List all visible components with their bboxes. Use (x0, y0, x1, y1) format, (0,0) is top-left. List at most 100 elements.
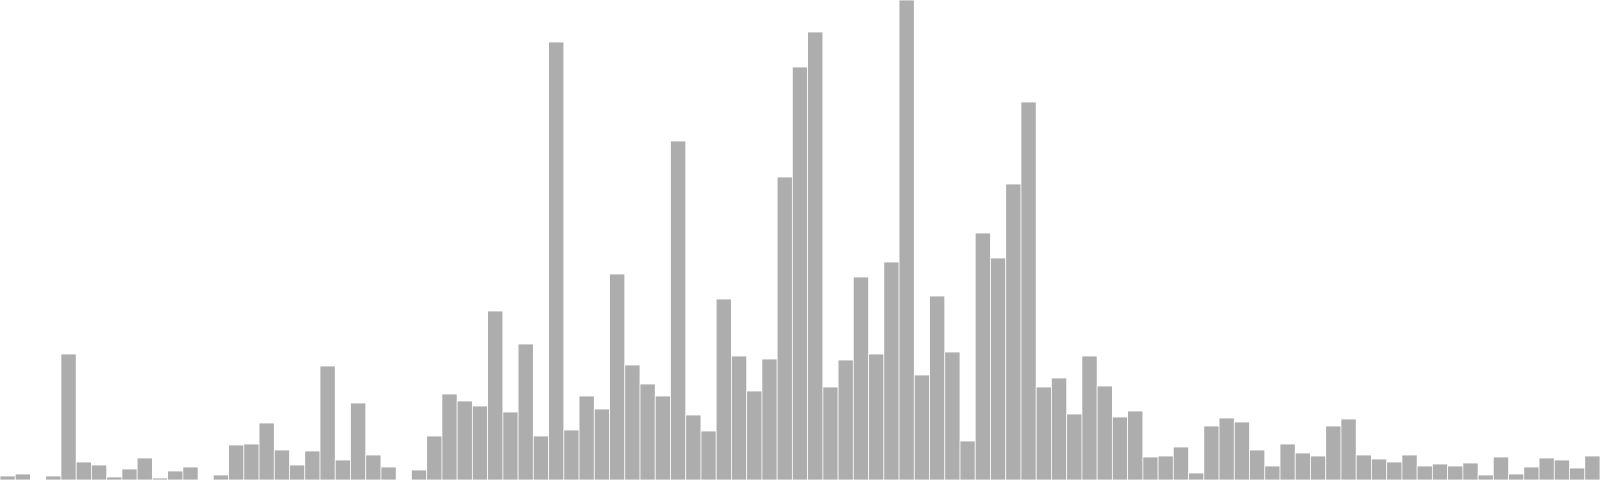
bar (1492, 456, 1509, 480)
bar (898, 0, 915, 480)
bar (868, 353, 885, 480)
bar (776, 176, 793, 480)
bar (1218, 417, 1235, 480)
bar (1340, 418, 1357, 480)
bar (563, 429, 580, 480)
bar (456, 400, 473, 480)
bar (380, 466, 397, 480)
bar (0, 475, 16, 480)
bar (273, 449, 290, 480)
bar (1127, 410, 1144, 480)
bar (883, 261, 900, 480)
bar (1233, 421, 1250, 480)
bar (1279, 443, 1296, 480)
bar (121, 468, 138, 480)
bar (1371, 458, 1388, 480)
bar (1188, 472, 1205, 480)
bar (715, 298, 732, 480)
bar (136, 457, 153, 480)
bar (1294, 452, 1311, 480)
bar (913, 374, 930, 480)
bar (1416, 465, 1433, 480)
bar (304, 450, 321, 480)
bar (441, 393, 458, 480)
bar (487, 310, 504, 480)
bar (990, 257, 1007, 480)
bar (1386, 461, 1403, 480)
bar (1249, 449, 1266, 480)
bar (1462, 462, 1479, 480)
bar (548, 41, 565, 480)
bar (1172, 446, 1189, 480)
bar (258, 422, 275, 480)
bar (243, 443, 260, 480)
bar (700, 430, 717, 480)
bar (319, 365, 336, 480)
bar (746, 390, 763, 480)
bar (228, 444, 245, 480)
bar (1096, 385, 1113, 480)
bar (1431, 463, 1449, 480)
bar (75, 461, 92, 480)
bar (182, 466, 199, 480)
bar (1066, 413, 1083, 480)
bar (1203, 425, 1220, 480)
bar (929, 295, 946, 480)
bar (365, 454, 382, 480)
bar (14, 473, 31, 480)
bar (167, 470, 184, 480)
bar (654, 395, 671, 480)
bar (1538, 457, 1555, 480)
bar (807, 31, 824, 480)
bar (761, 358, 778, 480)
bar (471, 405, 489, 480)
bar (1142, 456, 1159, 480)
bar (822, 386, 839, 480)
bar (639, 383, 656, 480)
bar (1508, 473, 1525, 480)
bar (609, 273, 626, 480)
bar (1111, 416, 1129, 480)
bar (1569, 467, 1586, 480)
bar (1157, 455, 1174, 480)
bar (1355, 454, 1372, 480)
bar (1553, 459, 1570, 480)
bar (593, 408, 610, 480)
bar (1523, 466, 1540, 480)
bar (1325, 425, 1342, 480)
bar (1020, 101, 1037, 480)
bar (532, 435, 549, 480)
bar (837, 359, 854, 480)
bar (60, 353, 77, 480)
bar (1401, 454, 1418, 480)
bar (411, 469, 428, 480)
bar (578, 395, 595, 480)
bar (1264, 465, 1281, 480)
bar (944, 351, 961, 480)
bar (426, 435, 443, 480)
bar (334, 459, 351, 480)
bar (1310, 455, 1327, 480)
bar (1051, 377, 1068, 480)
bar (1035, 386, 1052, 480)
bar (350, 402, 367, 480)
bar (289, 464, 306, 480)
bar (45, 475, 62, 480)
bar (624, 364, 641, 480)
bar (91, 464, 108, 480)
bar (670, 140, 687, 480)
bar (1447, 465, 1464, 480)
bar (1005, 183, 1022, 480)
bar (517, 343, 534, 480)
bar (731, 355, 748, 480)
bar (974, 232, 991, 480)
bar (1584, 455, 1600, 480)
bar (212, 474, 229, 480)
bar (1081, 355, 1098, 480)
bar (502, 411, 519, 480)
bar (852, 276, 869, 480)
bar (791, 66, 809, 480)
bar (959, 440, 976, 480)
